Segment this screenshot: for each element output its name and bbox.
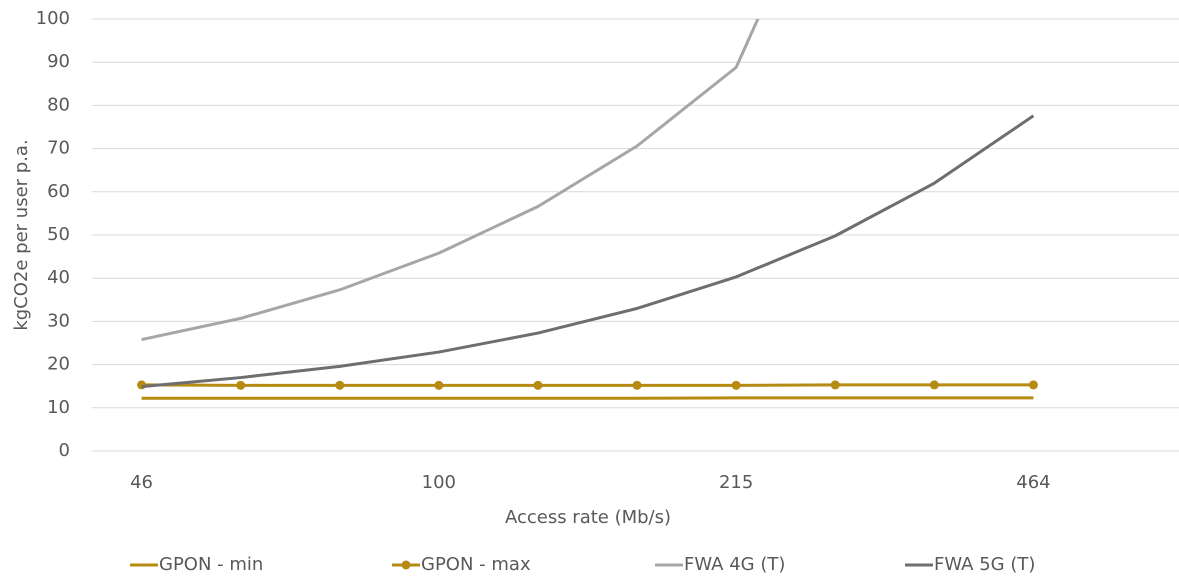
y-tick-label: 60 [47,181,70,202]
y-tick-label: 100 [36,8,70,29]
x-tick-label: 215 [719,472,753,493]
point-marker [434,380,444,390]
legend-label: GPON - min [159,554,263,575]
point-marker [632,380,642,390]
y-tick-label: 50 [47,224,70,245]
legend-marker [401,560,411,570]
x-tick-label: 464 [1016,472,1050,493]
legend-label: FWA 5G (T) [934,554,1035,575]
x-tick-label: 100 [422,472,456,493]
point-marker [929,380,939,390]
series-line [141,114,1035,389]
y-tick-label: 80 [47,94,70,115]
point-marker [731,380,741,390]
y-tick-label: 0 [59,440,70,461]
y-axis-label: kgCO2e per user p.a. [11,139,32,330]
y-tick-label: 90 [47,51,70,72]
x-axis-label: Access rate (Mb/s) [505,507,671,528]
point-marker [236,380,246,390]
point-marker [1028,380,1038,390]
y-tick-label: 20 [47,354,70,375]
x-tick-label: 46 [130,472,153,493]
series-line [141,19,760,342]
y-tick-label: 30 [47,310,70,331]
point-marker [533,380,543,390]
y-tick-label: 70 [47,138,70,159]
point-marker [335,380,345,390]
legend-label: GPON - max [421,554,531,575]
y-tick-label: 10 [47,397,70,418]
y-tick-label: 40 [47,267,70,288]
legend-label: FWA 4G (T) [684,554,785,575]
plot-area [137,19,1038,400]
point-marker [830,380,840,390]
